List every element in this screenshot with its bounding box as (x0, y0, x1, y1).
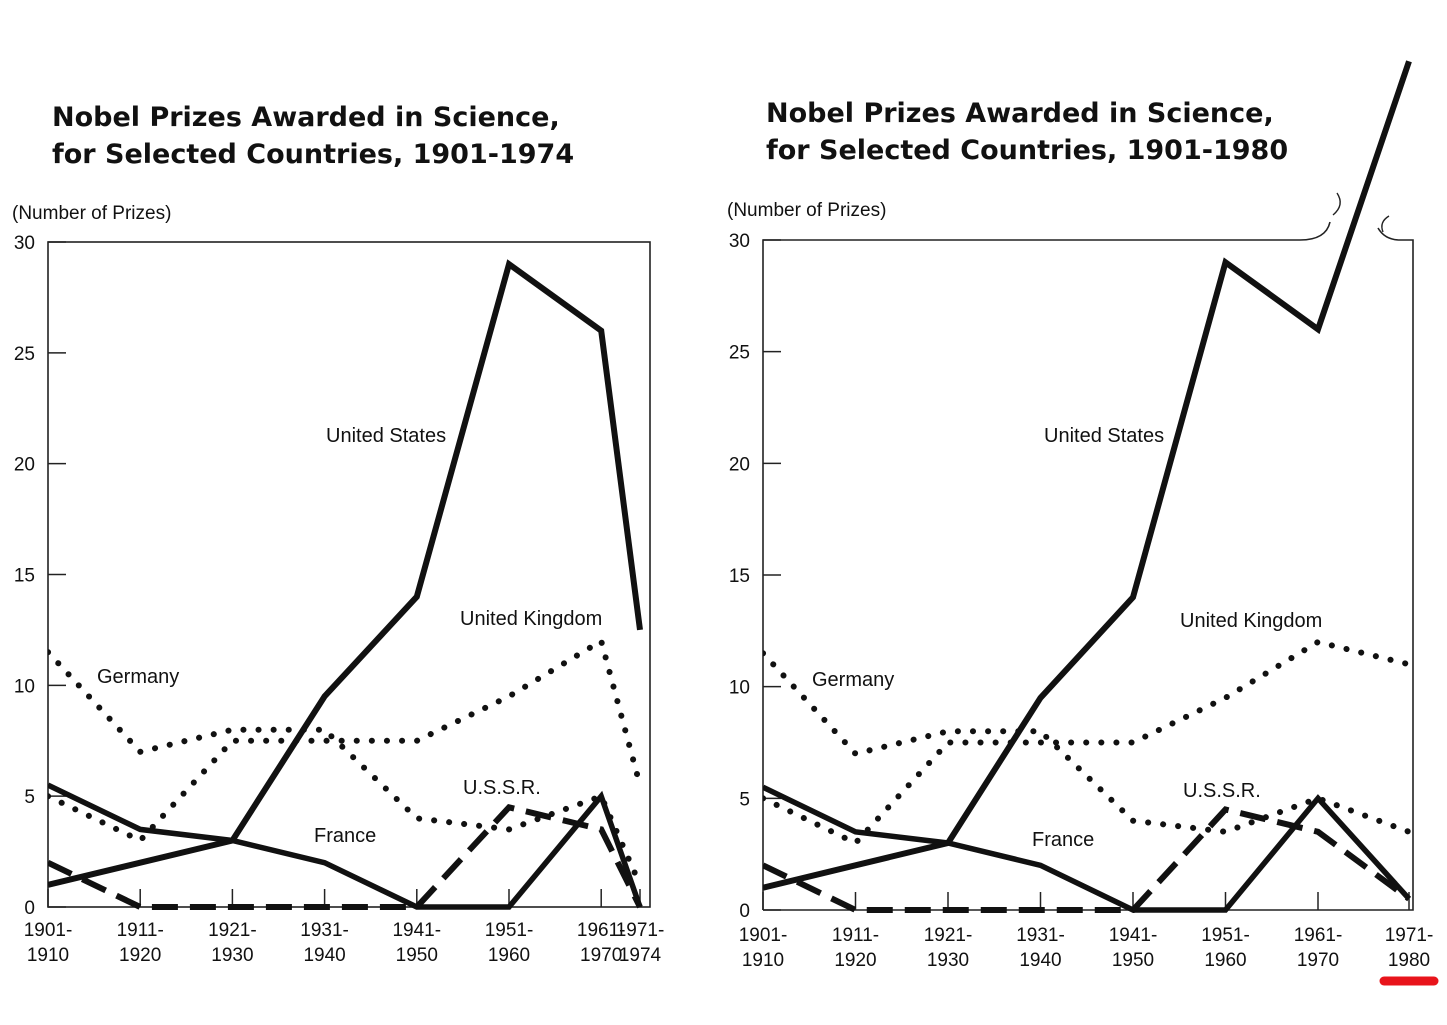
y-tick-label: 25 (14, 344, 35, 365)
y-tick-label: 5 (24, 787, 35, 808)
chart-1901-1980: Nobel Prizes Awarded in Science, for Sele… (727, 60, 1439, 986)
series-label-france: France (1032, 829, 1094, 851)
axis-break-mark (1332, 192, 1341, 216)
x-tick-label: 1980 (1388, 950, 1430, 971)
x-tick-label: 1940 (1019, 950, 1061, 971)
series-line-united-kingdom (48, 636, 643, 845)
series-label-united-states: United States (326, 425, 446, 447)
chart-1901-1974: Nobel Prizes Awarded in Science, for Sele… (12, 102, 664, 966)
series-line-u-s-s-r (763, 806, 1411, 913)
x-tick-label: 1961- (577, 920, 626, 941)
x-tick-label: 1911- (117, 920, 164, 941)
y-tick-label: 30 (729, 231, 750, 252)
x-tick-label: 1961- (1294, 925, 1343, 946)
y-tick-label: 20 (729, 454, 750, 475)
x-tick-label: 1960 (1204, 950, 1246, 971)
y-axis-label: (Number of Prizes) (727, 200, 886, 221)
y-tick-label: 0 (24, 898, 35, 919)
series-line-france (48, 782, 643, 910)
x-tick-label: 1910 (27, 945, 69, 966)
plot-frame-left (762, 221, 1331, 910)
y-tick-label: 15 (729, 566, 750, 587)
x-tick-label: 1931- (300, 920, 349, 941)
y-tick-label: 15 (14, 566, 35, 587)
x-tick-label: 1930 (927, 950, 969, 971)
x-tick-label: 1920 (119, 945, 161, 966)
series-line-united-kingdom (763, 638, 1412, 847)
x-tick-label: 1930 (211, 945, 253, 966)
series-label-france: France (314, 825, 376, 847)
y-tick-label: 25 (729, 343, 750, 364)
x-tick-label: 1901- (24, 920, 73, 941)
chart-title-line2: for Selected Countries, 1901-1974 (52, 139, 574, 170)
x-tick-label: 1970 (1297, 950, 1339, 971)
series-label-germany: Germany (812, 669, 894, 691)
y-tick-label: 30 (14, 233, 35, 254)
series-label-united-kingdom: United Kingdom (460, 608, 602, 630)
x-tick-label: 1971- (1385, 925, 1434, 946)
x-tick-label: 1950 (1112, 950, 1154, 971)
x-tick-label: 1901- (739, 925, 788, 946)
chart-title-line1: Nobel Prizes Awarded in Science, (52, 102, 560, 133)
axis-break-mark (1381, 215, 1390, 233)
y-tick-label: 10 (14, 676, 35, 697)
series-line-france (763, 784, 1412, 913)
x-tick-label: 1940 (303, 945, 345, 966)
x-tick-label: 1970 (580, 945, 622, 966)
series-label-germany: Germany (97, 666, 179, 688)
x-tick-label: 1911- (832, 925, 879, 946)
x-tick-label: 1921- (924, 925, 973, 946)
x-tick-label: 1910 (742, 950, 784, 971)
chart-title-line1: Nobel Prizes Awarded in Science, (766, 98, 1274, 129)
chart-title-line2: for Selected Countries, 1901-1980 (766, 135, 1288, 166)
series-line-united-states (763, 60, 1412, 891)
series-label-u-s-s-r: U.S.S.R. (463, 777, 541, 799)
series-line-u-s-s-r (48, 803, 643, 910)
series-label-united-states: United States (1044, 425, 1164, 447)
x-tick-label: 1950 (396, 945, 438, 966)
x-tick-label: 1921- (208, 920, 257, 941)
series-label-united-kingdom: United Kingdom (1180, 610, 1322, 632)
x-tick-label: 1941- (1109, 925, 1158, 946)
y-tick-label: 0 (739, 901, 750, 922)
x-tick-label: 1931- (1016, 925, 1065, 946)
x-tick-label: 1920 (834, 950, 876, 971)
x-tick-label: 1951- (485, 920, 534, 941)
series-line-united-states (48, 259, 643, 888)
x-tick-label: 1971- (616, 920, 665, 941)
x-tick-label: 1941- (392, 920, 441, 941)
y-tick-label: 5 (739, 789, 750, 810)
series-line-germany (763, 650, 1412, 835)
series-label-u-s-s-r: U.S.S.R. (1183, 780, 1261, 802)
x-tick-label: 1960 (488, 945, 530, 966)
x-tick-label: 1951- (1201, 925, 1250, 946)
plot-frame (47, 241, 651, 908)
y-tick-label: 20 (14, 455, 35, 476)
y-axis-label: (Number of Prizes) (12, 203, 171, 224)
y-tick-label: 10 (729, 678, 750, 699)
series-line-germany (48, 649, 643, 888)
x-tick-label: 1974 (619, 945, 662, 966)
plot-frame-right (763, 227, 1414, 911)
